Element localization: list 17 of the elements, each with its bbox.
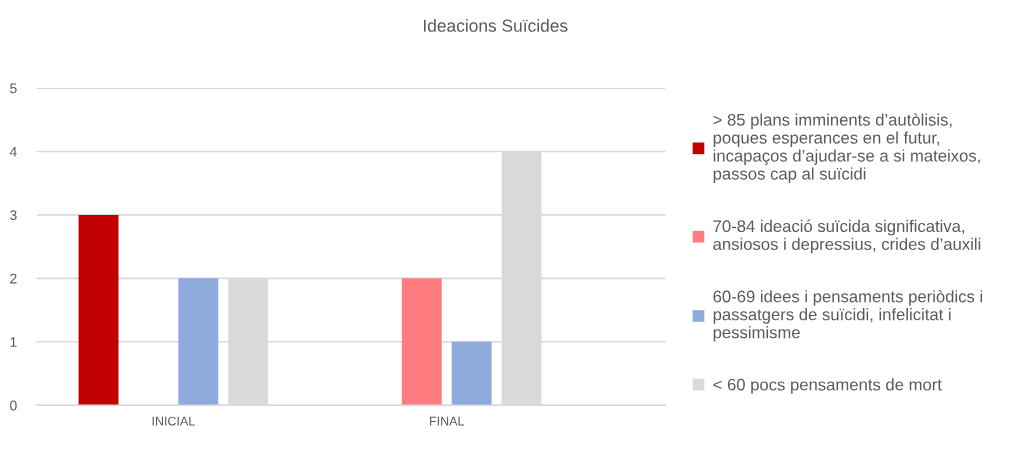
bar [78,214,119,406]
x-tick-label: FINAL [430,416,465,426]
legend-label: 60-69 idees i pensaments periòdics i passatgers de suïcidi, infelicitat i pessimisme [713,289,983,342]
chart-title: Ideacions Suïcides [423,19,568,32]
bar [401,278,442,406]
y-tick-label: 1 [10,337,17,347]
y-tick-label: 0 [10,400,17,411]
y-tick-label: 5 [10,83,17,94]
bar [178,278,219,406]
y-tick-label: 4 [9,146,17,157]
legend-label: > 85 plans imminents d’autòlisis, poques esperances en el futur, incapaços d’ajudar-se a si mateixos, passos cap al suïcidi [713,113,980,183]
y-tick-label: 3 [10,210,17,221]
x-tick-label: INICIAL [152,416,195,426]
legend-label: 70-84 ideació suïcida significativa, ansiosos i depressius, crides d’auxili [713,219,981,254]
legend-label: < 60 pocs pensaments de mort [713,378,942,394]
bar [451,341,492,406]
y-tick-label: 2 [10,273,17,284]
